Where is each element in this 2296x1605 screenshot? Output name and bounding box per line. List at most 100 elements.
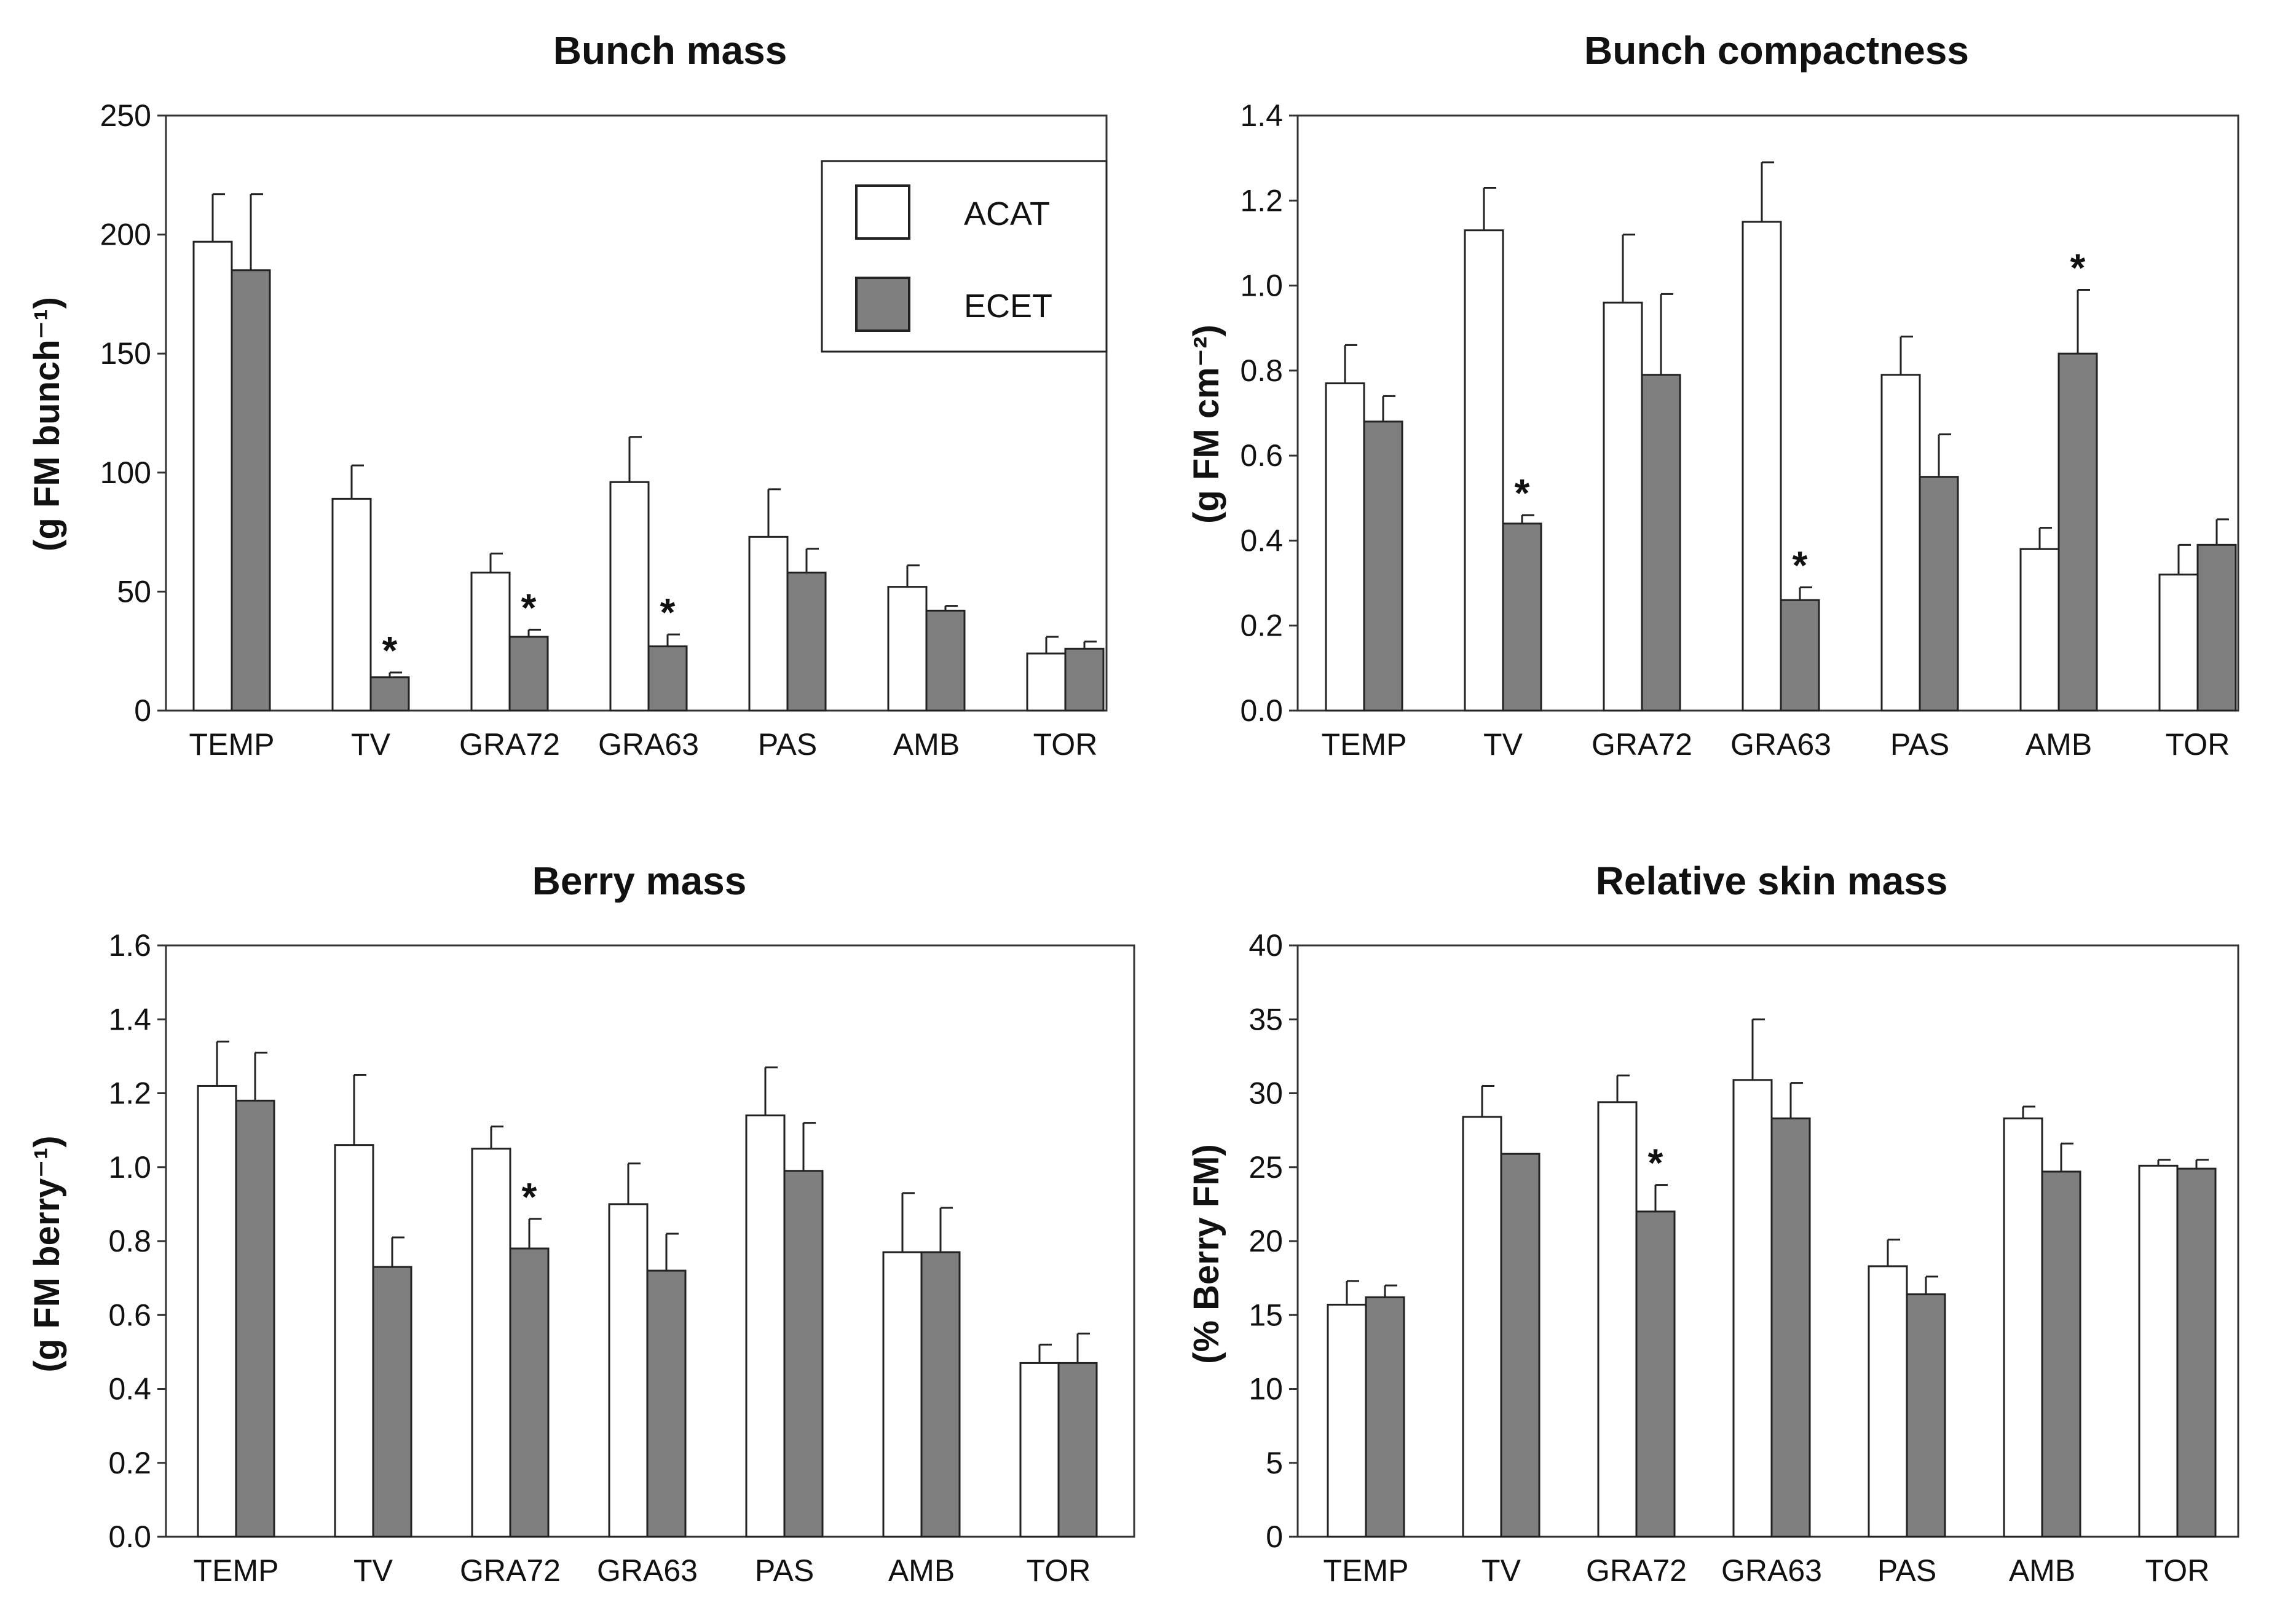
- relative-skin-mass-significance-marker-gra72: *: [1648, 1141, 1663, 1185]
- berry-mass-significance-marker-gra72: *: [522, 1175, 537, 1219]
- berry-mass-bar-ecet-tv: [372, 1266, 412, 1538]
- bunch-mass-bar-ecet-gra63: [647, 645, 688, 712]
- relative-skin-mass-ytick-label: 15: [1249, 1298, 1283, 1332]
- berry-mass-bar-ecet-gra63: [646, 1269, 687, 1538]
- berry-mass-ytick-label: 1.6: [108, 928, 151, 963]
- relative-skin-mass-panel: Relative skin mass (% Berry FM) 0 5 10 15 20…: [1186, 859, 2239, 1588]
- bunch-compactness-bar-ecet-gra72: [1641, 374, 1681, 712]
- bunch-compactness-xtick-label-amb: AMB: [2026, 727, 2092, 762]
- bunch-mass-xtick-label-tv: TV: [351, 727, 391, 762]
- bunch-mass-ytick-label: 100: [100, 455, 151, 490]
- bunch-mass-significance-marker-tv: *: [382, 628, 398, 672]
- berry-mass-ytick-label: 1.4: [108, 1002, 151, 1036]
- berry-mass-yticks: 0.0 0.2 0.4 0.6 0.8 1.0 1.2 1.4 1.6: [108, 928, 166, 1554]
- bunch-mass-ytick-label: 150: [100, 336, 151, 371]
- bunch-mass-xtick-label-pas: PAS: [758, 727, 817, 762]
- relative-skin-mass-bar-acat-temp: [1327, 1303, 1367, 1538]
- berry-mass-xticks: TEMP TV GRA72 GRA63 PAS AMB TOR: [194, 1553, 1091, 1588]
- relative-skin-mass-bar-ecet-gra72: [1635, 1210, 1676, 1538]
- berry-mass-bar-acat-gra63: [608, 1203, 649, 1538]
- relative-skin-mass-bar-ecet-tor: [2176, 1167, 2217, 1538]
- bunch-mass-legend: ACAT ECET: [821, 160, 1108, 353]
- bunch-mass-bars: * * *: [192, 193, 1105, 712]
- berry-mass-xtick-label-tv: TV: [353, 1553, 393, 1588]
- bunch-mass-bar-acat-amb: [887, 586, 928, 712]
- relative-skin-mass-xtick-label-tv: TV: [1481, 1553, 1521, 1588]
- relative-skin-mass-bar-acat-gra63: [1732, 1079, 1773, 1538]
- berry-mass-ytick-label: 0.0: [108, 1520, 151, 1554]
- relative-skin-mass-xtick-label-amb: AMB: [2009, 1553, 2075, 1588]
- bunch-compactness-bar-acat-gra72: [1603, 301, 1643, 712]
- berry-mass-xtick-label-amb: AMB: [888, 1553, 955, 1588]
- bunch-compactness-xtick-label-pas: PAS: [1890, 727, 1949, 762]
- bunch-compactness-significance-marker-amb: *: [2070, 245, 2086, 290]
- bunch-compactness-significance-marker-gra63: *: [1793, 543, 1808, 587]
- relative-skin-mass-bar-acat-amb: [2003, 1117, 2043, 1538]
- berry-mass-xtick-label-tor: TOR: [1027, 1553, 1091, 1588]
- bunch-compactness-ytick-label: 1.2: [1240, 183, 1283, 218]
- bunch-mass-xtick-label-gra72: GRA72: [459, 727, 560, 762]
- bunch-mass-bar-acat-gra63: [609, 481, 650, 712]
- relative-skin-mass-ylabel-group: (% Berry FM): [1186, 1144, 1226, 1364]
- berry-mass-xtick-label-pas: PAS: [755, 1553, 814, 1588]
- bunch-compactness-yticks: 0.0 0.2 0.4 0.6 0.8 1.0 1.2 1.4: [1240, 98, 1298, 728]
- berry-mass-ytick-label: 0.2: [108, 1446, 151, 1480]
- bunch-mass-ytick-label: 50: [117, 574, 151, 609]
- bunch-compactness-ytick-label: 0.6: [1240, 438, 1283, 473]
- berry-mass-panel: Berry mass (g FM berry⁻¹) 0.00.20.40.60.…: [27, 859, 1135, 1588]
- bunch-mass-bar-acat-tv: [331, 497, 372, 712]
- bunch-mass-bar-ecet-tor: [1064, 647, 1105, 712]
- bunch-mass-yticks: 0 50 100 150 200 250: [100, 98, 166, 728]
- relative-skin-mass-bar-acat-pas: [1868, 1265, 1908, 1538]
- relative-skin-mass-xtick-label-temp: TEMP: [1324, 1553, 1409, 1588]
- berry-mass-bar-acat-temp: [197, 1084, 237, 1538]
- legend-ecet-swatch: [855, 277, 910, 332]
- relative-skin-mass-bar-acat-tor: [2138, 1164, 2179, 1538]
- bunch-mass-bar-ecet-gra72: [508, 636, 549, 712]
- bunch-mass-xticks: TEMP TV GRA72 GRA63 PAS AMB TOR: [189, 727, 1098, 762]
- bunch-mass-significance-marker-gra63: *: [660, 590, 676, 634]
- relative-skin-mass-xtick-label-gra63: GRA63: [1721, 1553, 1822, 1588]
- bunch-compactness-bar-acat-gra63: [1742, 221, 1782, 712]
- bunch-mass-ytick-label: 250: [100, 98, 151, 133]
- bunch-compactness-bar-acat-pas: [1880, 374, 1921, 712]
- bunch-compactness-bar-ecet-tor: [2196, 543, 2237, 712]
- relative-skin-mass-ytick-label: 0: [1266, 1520, 1283, 1554]
- bunch-compactness-ytick-label: 0.0: [1240, 693, 1283, 728]
- bunch-mass-bar-acat-pas: [748, 535, 789, 712]
- relative-skin-mass-ytick-label: 30: [1249, 1076, 1283, 1111]
- relative-skin-mass-ytick-label: 35: [1249, 1002, 1283, 1036]
- bunch-mass-ylabel: (g FM bunch⁻¹): [27, 297, 67, 551]
- relative-skin-mass-xtick-label-gra72: GRA72: [1586, 1553, 1687, 1588]
- bunch-compactness-bar-acat-temp: [1325, 382, 1365, 712]
- berry-mass-bar-acat-amb: [882, 1251, 923, 1538]
- berry-mass-bar-acat-tor: [1019, 1362, 1060, 1538]
- berry-mass-ytick-label: 1.0: [108, 1150, 151, 1185]
- bunch-compactness-xtick-label-temp: TEMP: [1322, 727, 1407, 762]
- relative-skin-mass-bar-ecet-amb: [2041, 1170, 2081, 1538]
- relative-skin-mass-ytick-label: 5: [1266, 1446, 1283, 1480]
- bunch-compactness-bar-ecet-tv: [1502, 523, 1542, 712]
- berry-mass-xtick-label-gra63: GRA63: [597, 1553, 698, 1588]
- relative-skin-mass-bar-ecet-gra63: [1770, 1117, 1811, 1538]
- berry-mass-bar-ecet-amb: [920, 1251, 961, 1538]
- bunch-mass-bar-acat-tor: [1026, 652, 1067, 712]
- berry-mass-xtick-label-gra72: GRA72: [460, 1553, 561, 1588]
- bunch-mass-bar-ecet-amb: [925, 609, 966, 712]
- bunch-mass-ylabel-group: (g FM bunch⁻¹): [27, 297, 67, 551]
- relative-skin-mass-ytick-label: 10: [1249, 1372, 1283, 1406]
- berry-mass-bar-acat-gra72: [471, 1148, 511, 1538]
- relative-skin-mass-xtick-label-pas: PAS: [1877, 1553, 1936, 1588]
- berry-mass-bars: *: [197, 1040, 1098, 1538]
- relative-skin-mass-ytick-label: 20: [1249, 1224, 1283, 1258]
- bunch-compactness-bar-ecet-pas: [1919, 476, 1959, 712]
- berry-mass-title: Berry mass: [532, 859, 747, 903]
- bunch-mass-ytick-label: 200: [100, 218, 151, 252]
- bunch-compactness-bar-ecet-amb: [2057, 352, 2098, 712]
- bunch-compactness-ylabel-group: (g FM cm⁻²): [1186, 325, 1226, 524]
- bunch-mass-xtick-label-tor: TOR: [1033, 727, 1098, 762]
- bunch-mass-significance-marker-gra72: *: [521, 585, 537, 629]
- bunch-compactness-title: Bunch compactness: [1584, 28, 1969, 73]
- berry-mass-bar-acat-tv: [334, 1144, 374, 1538]
